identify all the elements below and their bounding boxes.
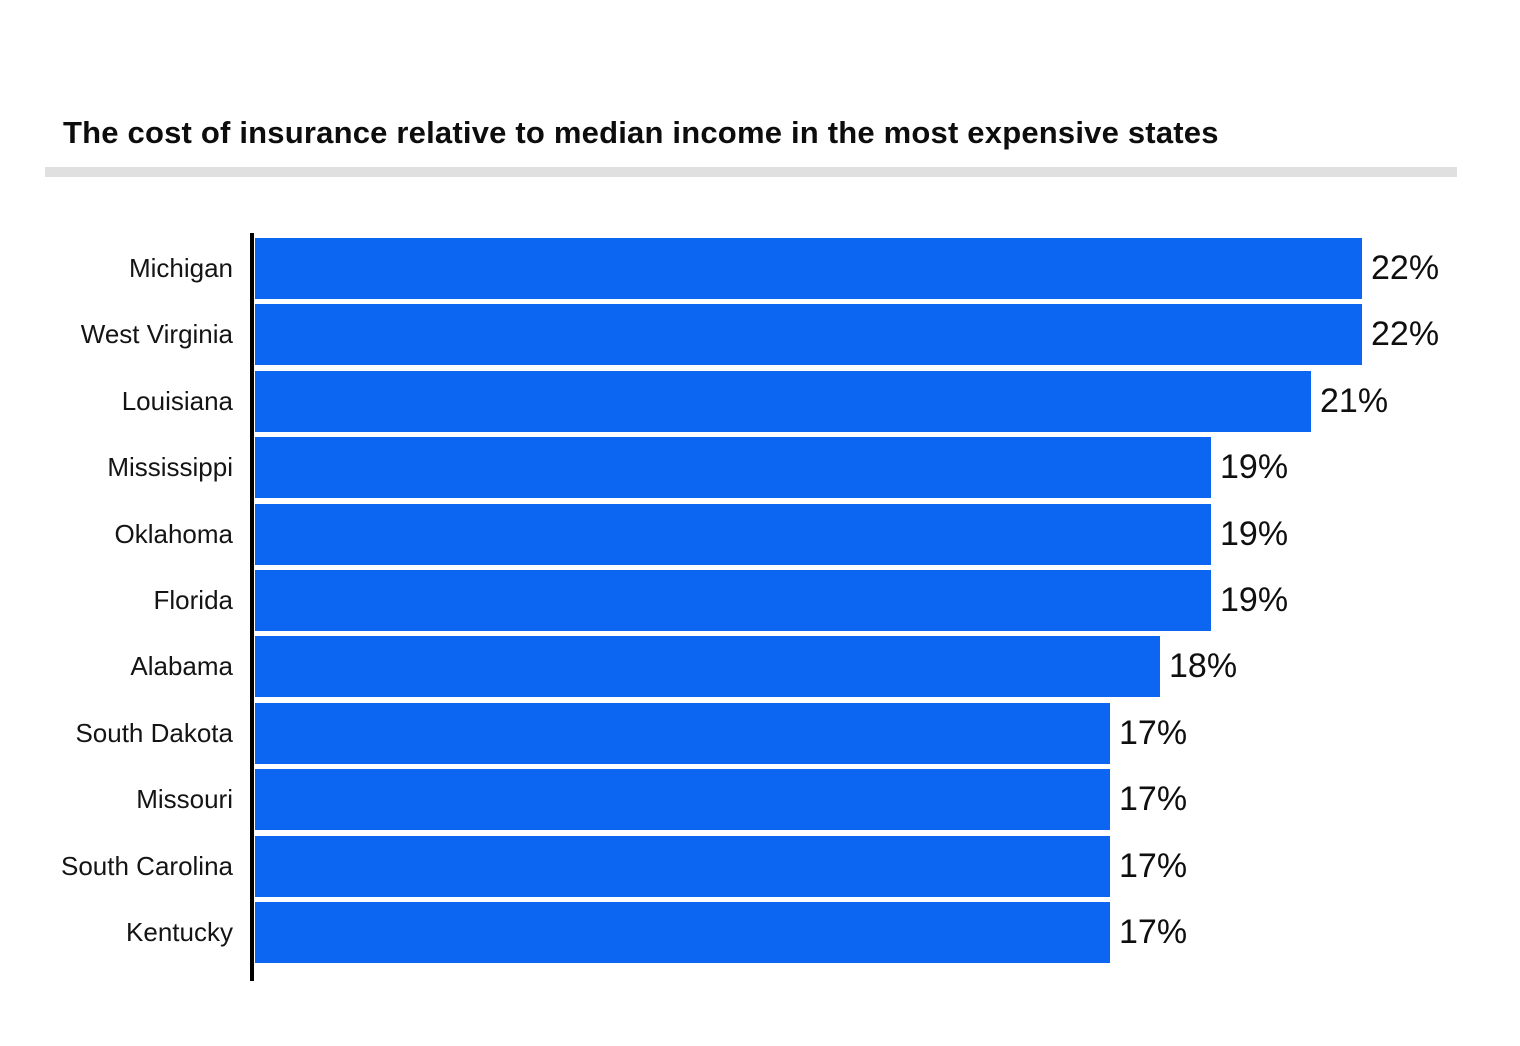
bar-row: West Virginia 22% — [0, 304, 1520, 366]
value-label: 17% — [1119, 913, 1188, 951]
title-divider — [45, 167, 1457, 177]
value-label: 22% — [1371, 249, 1440, 287]
category-label: Kentucky — [126, 917, 233, 947]
value-label: 19% — [1220, 448, 1289, 487]
bar — [255, 702, 1110, 764]
category-label: Florida — [153, 585, 233, 615]
category-label: West Virginia — [80, 319, 233, 350]
y-axis-line — [250, 233, 254, 981]
value-label: 17% — [1119, 713, 1188, 752]
bar — [255, 304, 1362, 366]
bar-row: Michigan 22% — [0, 238, 1520, 299]
category-label: Louisiana — [121, 385, 233, 416]
bar — [255, 835, 1110, 897]
bar-row: Alabama 18% — [0, 636, 1520, 698]
bar — [255, 769, 1110, 831]
bar-row: South Carolina 17% — [0, 835, 1520, 897]
bar — [255, 902, 1110, 963]
bar — [255, 238, 1362, 299]
bar — [255, 503, 1211, 565]
value-label: 21% — [1320, 381, 1389, 420]
value-label: 22% — [1371, 315, 1440, 354]
category-label: South Carolina — [61, 850, 233, 881]
value-label: 17% — [1119, 780, 1188, 819]
bar-row: Mississippi 19% — [0, 437, 1520, 499]
bar — [255, 437, 1211, 499]
bar-chart: Michigan 22% West Virginia 22% Louisiana… — [0, 233, 1520, 981]
bar-row: South Dakota 17% — [0, 702, 1520, 764]
bar-row: Kentucky 17% — [0, 902, 1520, 963]
value-label: 19% — [1220, 514, 1289, 553]
value-label: 19% — [1220, 581, 1289, 619]
bar-row: Louisiana 21% — [0, 370, 1520, 432]
category-label: Mississippi — [107, 452, 233, 483]
bar — [255, 570, 1211, 631]
bar-row: Missouri 17% — [0, 769, 1520, 831]
bar — [255, 636, 1160, 698]
category-label: Oklahoma — [114, 518, 234, 549]
category-label: Michigan — [128, 253, 233, 283]
value-label: 17% — [1119, 846, 1188, 885]
category-label: South Dakota — [75, 717, 233, 748]
chart-title: The cost of insurance relative to median… — [63, 114, 1219, 150]
bar-row: Florida 19% — [0, 570, 1520, 631]
category-label: Alabama — [130, 651, 233, 682]
bar-row: Oklahoma 19% — [0, 503, 1520, 565]
value-label: 18% — [1169, 647, 1238, 686]
category-label: Missouri — [136, 784, 233, 815]
bar — [255, 370, 1311, 432]
